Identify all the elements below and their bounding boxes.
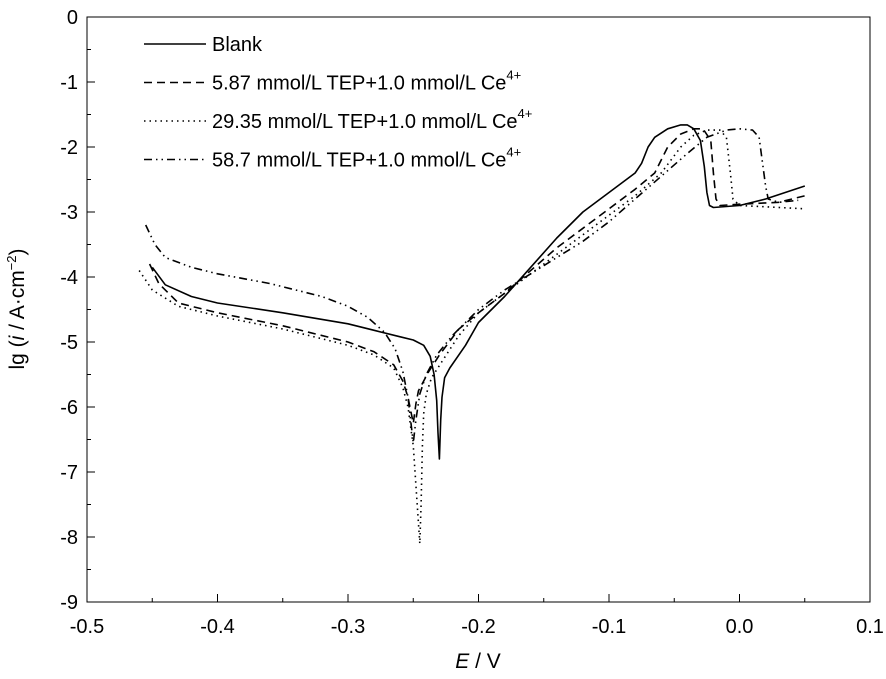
y-tick-label: -6 <box>60 397 78 419</box>
x-tick-label: 0.1 <box>856 616 884 638</box>
y-tick-label: -1 <box>60 72 78 94</box>
legend-label: 5.87 mmol/L TEP+1.0 mmol/L Ce4+ <box>212 68 521 95</box>
legend-label: Blank <box>212 34 263 56</box>
series-line <box>144 128 799 444</box>
legend: Blank 5.87 mmol/L TEP+1.0 mmol/L Ce4+ 29.3… <box>144 34 532 172</box>
x-axis-title: E / V <box>455 650 501 673</box>
y-tick-label: -3 <box>60 202 78 224</box>
y-tick-label: -2 <box>60 137 78 159</box>
series-line <box>138 129 805 545</box>
y-tick-label: -9 <box>60 592 78 614</box>
y-axis: 0 -1 -2 -3 -4 -5 -6 -7 -8 -9 <box>60 7 95 614</box>
y-tick-label: -5 <box>60 332 78 354</box>
series-layer <box>138 124 806 545</box>
series-line <box>151 124 806 460</box>
x-tick-label: -0.5 <box>70 616 104 638</box>
legend-label: 58.7 mmol/L TEP+1.0 mmol/L Ce4+ <box>212 145 521 172</box>
x-tick-label: -0.1 <box>592 616 626 638</box>
y-axis-title: lg (i / A·cm−2) <box>4 248 29 369</box>
x-tick-label: 0.0 <box>726 616 754 638</box>
y-tick-label: 0 <box>67 7 78 29</box>
y-tick-label: -4 <box>60 267 78 289</box>
x-tick-label: -0.2 <box>461 616 495 638</box>
x-axis: -0.5 -0.4 -0.3 -0.2 -0.1 0.0 0.1 <box>70 594 884 638</box>
y-tick-label: -8 <box>60 527 78 549</box>
x-tick-label: -0.3 <box>331 616 365 638</box>
legend-label: 29.35 mmol/L TEP+1.0 mmol/L Ce4+ <box>212 106 532 133</box>
x-tick-label: -0.4 <box>200 616 234 638</box>
y-tick-label: -7 <box>60 462 78 484</box>
series-line <box>148 128 805 425</box>
